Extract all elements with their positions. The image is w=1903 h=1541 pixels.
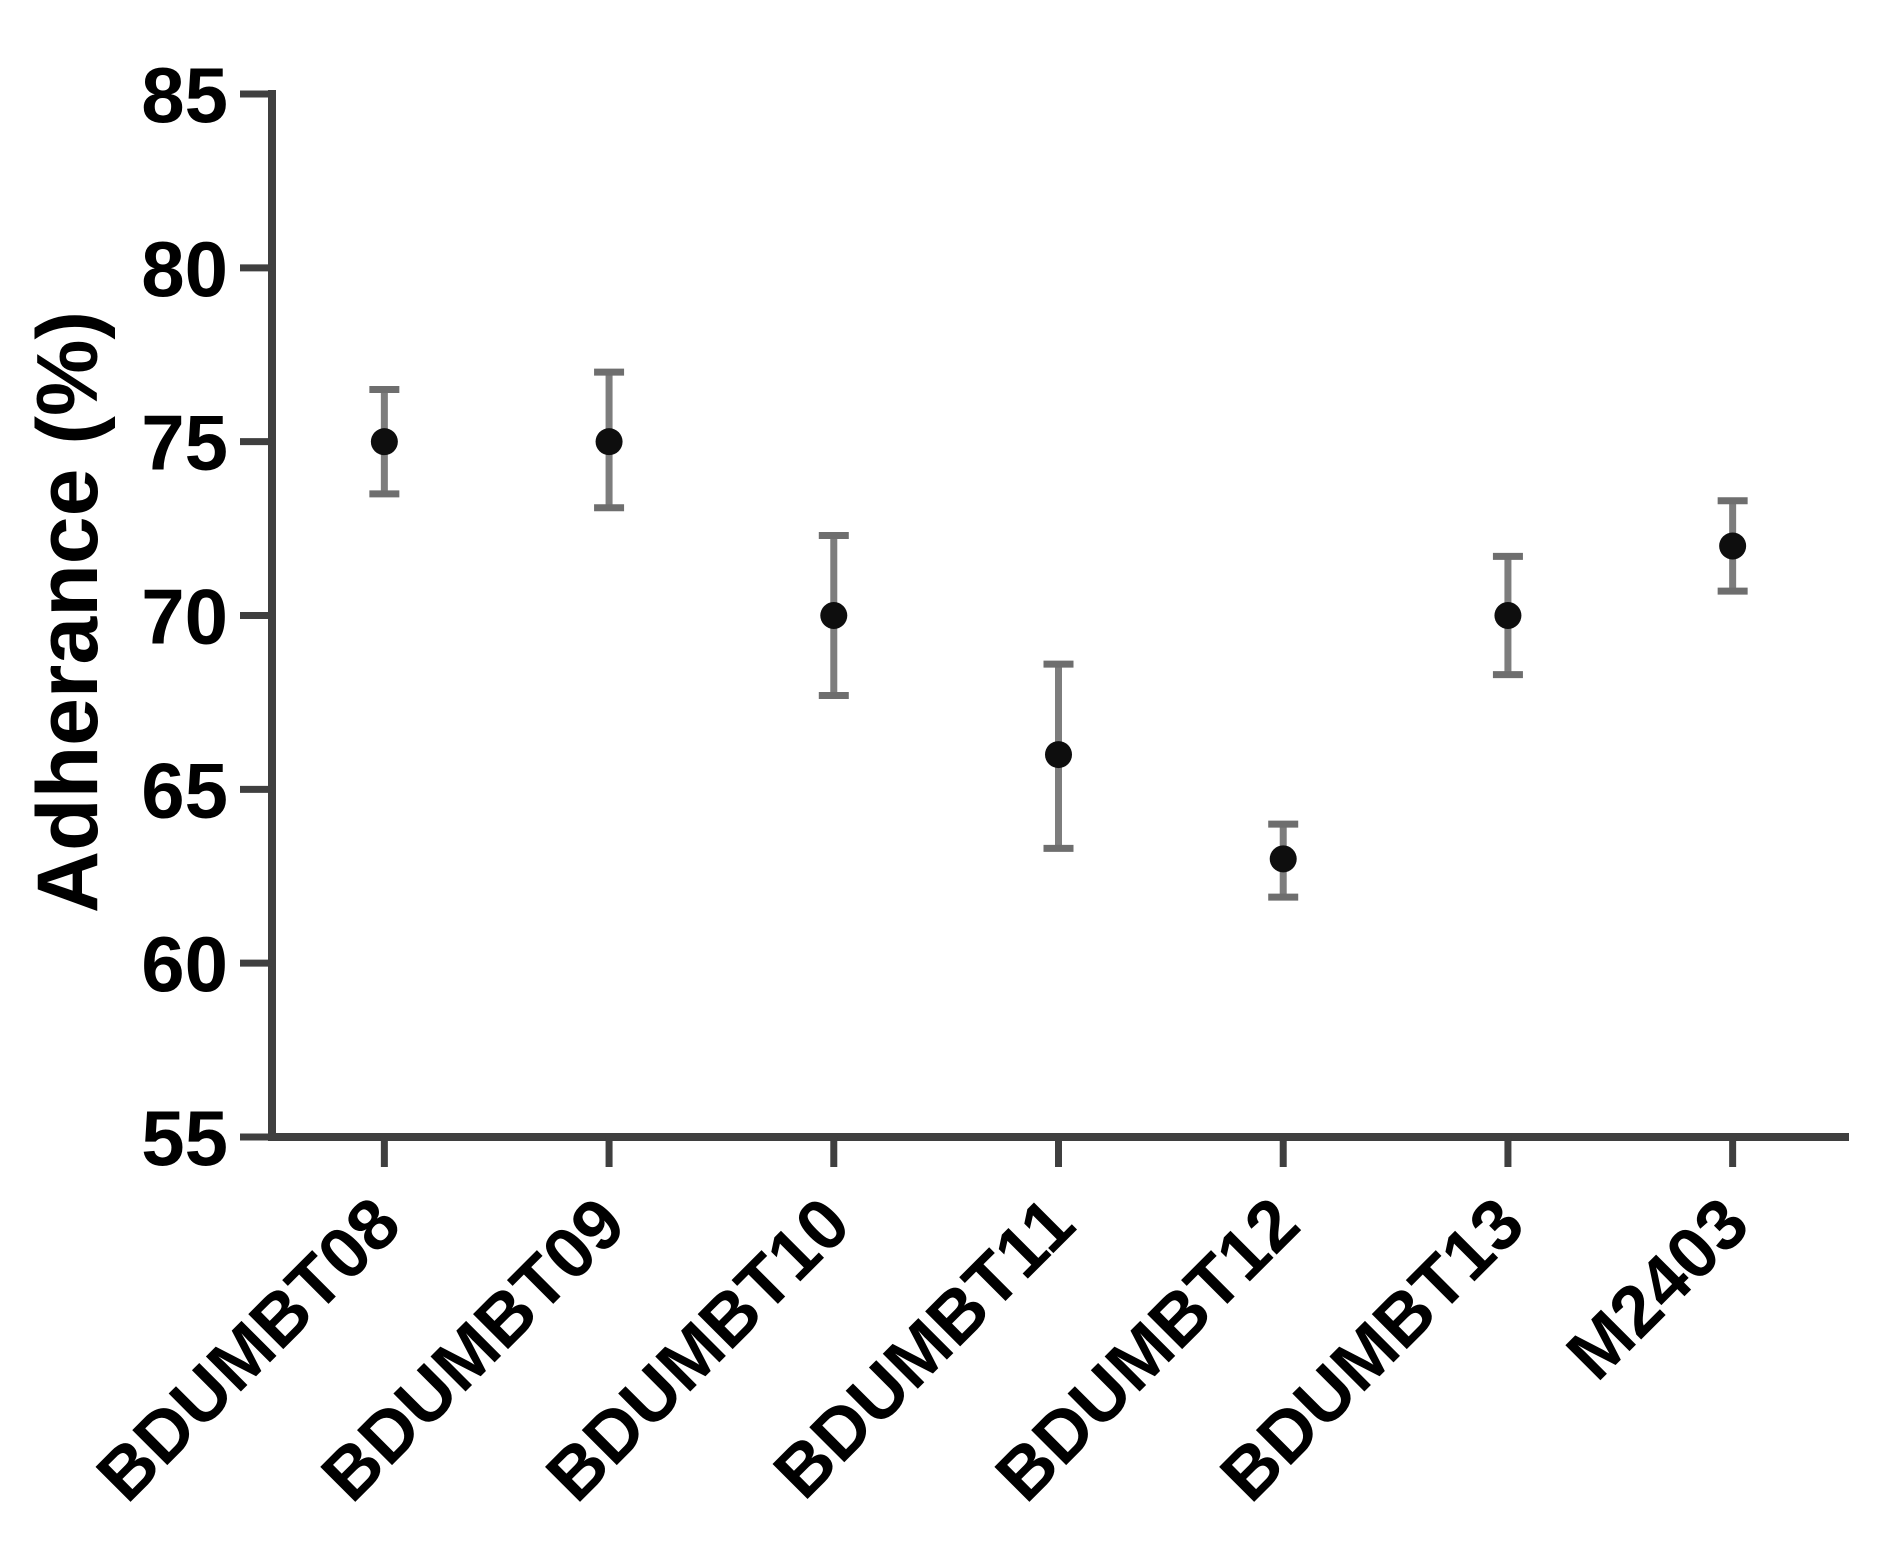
data-point xyxy=(1269,845,1297,873)
plot-area: Adherance (%) xyxy=(20,311,116,913)
data-point xyxy=(1045,741,1072,769)
y-tick-label: 65 xyxy=(141,746,228,834)
x-category-label: M2403 xyxy=(1552,1183,1764,1395)
y-tick-label: 55 xyxy=(141,1094,228,1182)
data-point xyxy=(1494,602,1522,629)
y-tick-label: 60 xyxy=(141,920,228,1008)
y-tick-label: 70 xyxy=(141,573,228,661)
y-tick-label: 75 xyxy=(141,399,228,487)
y-tick-label: 85 xyxy=(141,51,228,139)
data-point xyxy=(1719,532,1747,560)
data-point xyxy=(370,428,398,456)
y-axis-title: Adherance (%) xyxy=(20,311,116,913)
data-point xyxy=(820,602,848,629)
y-tick-label: 80 xyxy=(141,225,228,313)
data-point xyxy=(595,428,623,456)
